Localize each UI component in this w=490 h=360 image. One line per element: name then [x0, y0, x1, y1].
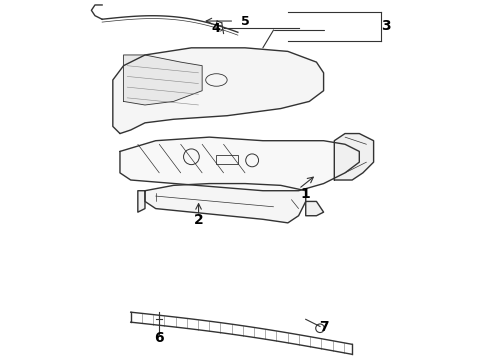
- Text: 4: 4: [211, 22, 220, 35]
- Polygon shape: [138, 191, 145, 212]
- Text: 3: 3: [381, 19, 391, 33]
- Polygon shape: [120, 137, 359, 191]
- Text: 6: 6: [154, 331, 164, 345]
- Text: 1: 1: [301, 186, 311, 201]
- Text: 7: 7: [319, 320, 328, 334]
- Text: 2: 2: [194, 213, 203, 227]
- Polygon shape: [145, 184, 306, 223]
- Bar: [217, 155, 238, 164]
- Polygon shape: [306, 202, 323, 216]
- Polygon shape: [113, 48, 323, 134]
- Text: 5: 5: [242, 14, 250, 27]
- Polygon shape: [334, 134, 373, 180]
- Polygon shape: [123, 55, 202, 105]
